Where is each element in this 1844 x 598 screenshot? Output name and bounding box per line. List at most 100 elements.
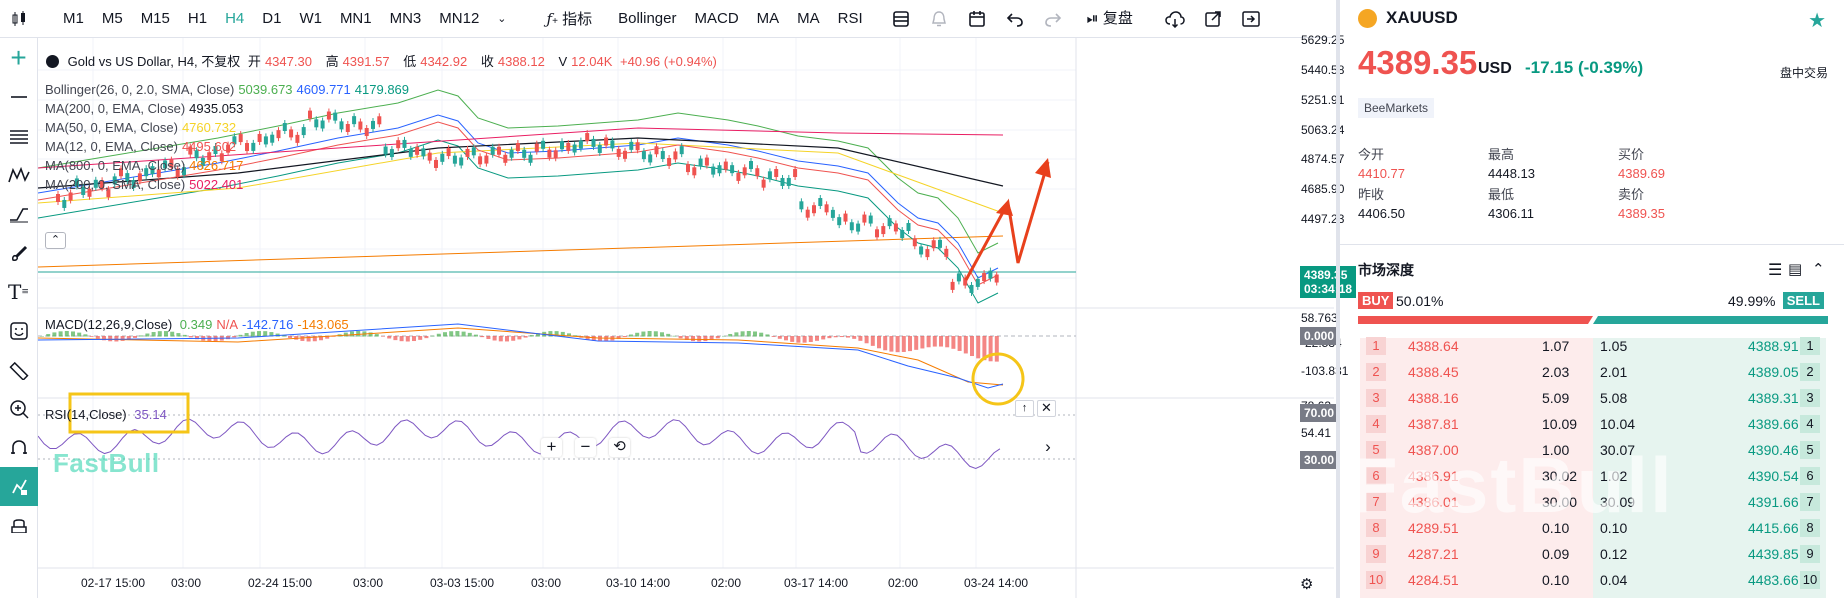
ask-index: 2 [1800, 363, 1820, 381]
depth-row[interactable]: 10 4284.51 0.10 0.04 4483.66 10 [1360, 567, 1826, 598]
candle-body [150, 166, 155, 175]
depth-row[interactable]: 5 4387.00 1.00 30.07 4390.46 5 [1360, 437, 1826, 468]
depth-row[interactable]: 1 4388.64 1.07 1.05 4388.91 1 [1360, 333, 1826, 364]
candle-type-icon[interactable] [0, 0, 38, 38]
macd-highlight-circle [971, 352, 1025, 406]
list-view-icon[interactable]: ☰ [1768, 262, 1783, 279]
candle-body [673, 151, 678, 160]
depth-row[interactable]: 2 4388.45 2.03 2.01 4389.05 2 [1360, 359, 1826, 390]
indicator-shortcut-rsi-4[interactable]: RSI [837, 9, 863, 27]
macd-histogram-bar [976, 336, 981, 359]
ask-price: 4391.66 [1748, 494, 1799, 510]
countdown-tag-value: 03:34:18 [1304, 282, 1353, 296]
indicator-legend-row[interactable]: MA(200, 0, SMA, Close) 5022.401 [45, 177, 247, 192]
sell-percent: 49.99% [1728, 293, 1776, 309]
depth-row[interactable]: 4 4387.81 10.09 10.04 4389.66 4 [1360, 411, 1826, 442]
candle-body [856, 223, 861, 232]
depth-row[interactable]: 9 4287.21 0.09 0.12 4439.85 9 [1360, 541, 1826, 572]
redo-icon[interactable] [1034, 0, 1072, 38]
scroll-right-chevron-icon[interactable]: › [1045, 437, 1051, 456]
pane-close-button[interactable]: ✕ [1037, 400, 1056, 417]
indicator-legend-row[interactable]: MA(200, 0, EMA, Close) 4935.053 [45, 101, 247, 116]
timeframe-m15[interactable]: M15 [140, 9, 170, 27]
indicator-shortcut-ma-3[interactable]: MA [797, 9, 820, 27]
indicator-legend-row[interactable]: MA(12, 0, EMA, Close) 4495.602 [45, 139, 240, 154]
indicator-name: MA(200, 0, SMA, Close) [45, 177, 186, 192]
external-link-icon[interactable] [1194, 0, 1232, 38]
crosshair-plus-icon[interactable]: + [10, 41, 27, 73]
timeframe-m5[interactable]: M5 [101, 9, 123, 27]
detail-view-icon[interactable]: ▤ [1788, 261, 1803, 278]
macd-histogram-bar [393, 336, 398, 341]
undo-icon[interactable] [996, 0, 1034, 38]
collapse-legend-button[interactable]: ⌃ [45, 232, 66, 249]
macd-histogram-bar [653, 331, 658, 337]
candle-body [396, 140, 401, 149]
timeframe-dropdown-chevron-icon[interactable]: ⌄ [497, 12, 507, 25]
lock-drawing-icon[interactable] [0, 467, 38, 506]
collapse-chevron-icon[interactable]: ⌃ [1812, 261, 1825, 278]
layout-icon[interactable] [882, 0, 920, 38]
wave-pattern-icon[interactable] [0, 155, 38, 194]
chart-area[interactable]: Gold vs US Dollar, H4, 不复权 开 4347.30 高 439… [38, 33, 1357, 598]
sell-badge: SELL [1782, 292, 1824, 309]
open-value: 4347.30 [264, 54, 312, 69]
depth-row[interactable]: 3 4388.16 5.09 5.08 4389.31 3 [1360, 385, 1826, 416]
timeframe-w1[interactable]: W1 [299, 9, 322, 27]
price-chart-canvas[interactable] [38, 38, 1334, 598]
indicator-legend-row[interactable]: Bollinger(26, 0, 2.0, SMA, Close) 5039.67… [45, 82, 413, 97]
pane-up-button[interactable]: ↑ [1015, 400, 1034, 417]
bid-bg [1360, 494, 1593, 520]
macd-histogram-bar [827, 336, 832, 339]
horizontal-line-icon[interactable] [0, 77, 38, 116]
zoom-in-button[interactable]: + [541, 438, 562, 457]
indicator-shortcut-macd-1[interactable]: MACD [694, 9, 739, 27]
indicator-legend-row[interactable]: MA(50, 0, EMA, Close) 4760.732 [45, 120, 240, 135]
zoom-out-button[interactable]: − [575, 438, 596, 457]
timeframe-mn3[interactable]: MN3 [389, 9, 422, 27]
calendar-icon[interactable] [958, 0, 996, 38]
macd-histogram-bar [77, 332, 82, 337]
chart-settings-gear-icon[interactable]: ⚙ [1300, 576, 1314, 593]
macd-histogram-bar [412, 336, 416, 342]
indicator-legend-row[interactable]: MA(800, 0, EMA, Close) 4626.717 [45, 158, 247, 173]
time-axis-label: 02:00 [888, 576, 919, 590]
text-tool-icon[interactable]: T ≡ [8, 279, 29, 304]
timeframe-mn12[interactable]: MN12 [439, 9, 480, 27]
ruler-icon[interactable] [0, 350, 38, 389]
trash-icon[interactable] [0, 506, 38, 545]
exit-fullscreen-icon[interactable] [1232, 0, 1270, 38]
favorite-star-icon[interactable]: ★ [1808, 10, 1826, 32]
macd-histogram-bar [808, 336, 813, 342]
emoji-icon[interactable] [0, 311, 38, 350]
zoom-in-icon[interactable] [0, 389, 38, 428]
macd-histogram-bar [567, 333, 571, 337]
macd-histogram-bar [554, 331, 559, 337]
indicators-button[interactable]: ƒ+ 指标 [538, 0, 602, 38]
indicator-shortcut-bollinger-0[interactable]: Bollinger [618, 9, 677, 27]
depth-row[interactable]: 6 4386.91 30.02 1.02 4390.54 6 [1360, 463, 1826, 494]
parallel-lines-icon[interactable] [0, 116, 38, 155]
candle-body [182, 167, 186, 176]
magnet-icon[interactable] [0, 428, 38, 467]
indicator-shortcut-ma-2[interactable]: MA [756, 9, 780, 27]
high-label: 高 [325, 54, 339, 69]
brush-icon[interactable] [0, 233, 38, 272]
timeframe-d1[interactable]: D1 [262, 9, 282, 27]
indicator-value: 5039.673 [238, 82, 293, 97]
depth-row[interactable]: 7 4386.01 30.00 30.09 4391.66 7 [1360, 489, 1826, 520]
timeframe-m1[interactable]: M1 [63, 9, 84, 27]
candle-body [950, 281, 955, 290]
macd-histogram-bar [920, 336, 925, 349]
candle-body [434, 159, 438, 168]
alert-icon[interactable] [920, 0, 958, 38]
timeframe-mn1[interactable]: MN1 [339, 9, 372, 27]
reset-chart-icon[interactable]: ⟲ [609, 438, 630, 457]
timeframe-h4[interactable]: H4 [225, 9, 245, 27]
ask-volume: 2.01 [1600, 364, 1628, 380]
depth-row[interactable]: 8 4289.51 0.10 0.10 4415.66 8 [1360, 515, 1826, 546]
cloud-icon[interactable] [1156, 0, 1194, 38]
timeframe-h1[interactable]: H1 [187, 9, 208, 27]
trend-line-icon[interactable] [0, 194, 38, 233]
replay-button[interactable]: ⏯ 复盘 [1078, 0, 1142, 38]
